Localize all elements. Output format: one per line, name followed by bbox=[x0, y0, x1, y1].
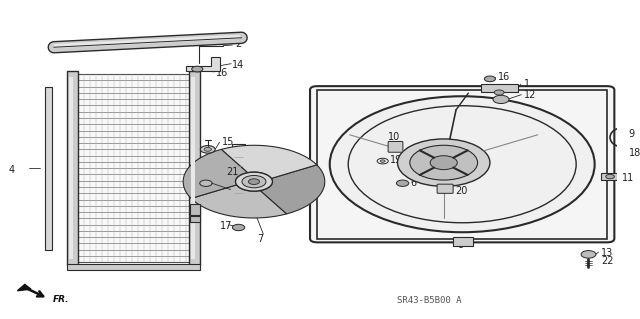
Bar bbox=[189, 71, 200, 265]
Bar bbox=[67, 264, 200, 270]
Circle shape bbox=[192, 66, 203, 72]
Bar bbox=[453, 237, 473, 247]
Text: 20: 20 bbox=[456, 186, 468, 196]
Circle shape bbox=[232, 224, 244, 231]
Text: 1: 1 bbox=[524, 79, 530, 89]
Polygon shape bbox=[260, 165, 325, 214]
Circle shape bbox=[248, 179, 259, 184]
Text: 4: 4 bbox=[9, 165, 15, 175]
Circle shape bbox=[396, 180, 409, 186]
Polygon shape bbox=[17, 285, 31, 291]
FancyBboxPatch shape bbox=[437, 184, 453, 193]
Bar bbox=[190, 216, 200, 222]
Polygon shape bbox=[221, 145, 317, 178]
Text: 14: 14 bbox=[232, 60, 244, 70]
Circle shape bbox=[620, 152, 631, 158]
Text: 11: 11 bbox=[621, 174, 634, 183]
FancyBboxPatch shape bbox=[388, 141, 403, 152]
Circle shape bbox=[204, 147, 211, 151]
Bar bbox=[190, 204, 200, 215]
Text: 3: 3 bbox=[152, 38, 159, 48]
Text: 9: 9 bbox=[628, 129, 635, 139]
Circle shape bbox=[605, 174, 614, 179]
Text: 12: 12 bbox=[524, 90, 536, 100]
Circle shape bbox=[410, 145, 477, 180]
Text: 10: 10 bbox=[388, 132, 401, 142]
Text: 2: 2 bbox=[236, 39, 242, 49]
Circle shape bbox=[236, 172, 273, 191]
Bar bbox=[191, 77, 195, 259]
Text: FR.: FR. bbox=[52, 295, 69, 304]
Bar bbox=[67, 71, 78, 265]
Polygon shape bbox=[183, 149, 248, 198]
Text: 19: 19 bbox=[390, 154, 403, 165]
Text: 21: 21 bbox=[227, 167, 239, 177]
Circle shape bbox=[380, 160, 385, 162]
Text: 15: 15 bbox=[222, 137, 234, 147]
Text: 13: 13 bbox=[601, 248, 613, 258]
Circle shape bbox=[581, 250, 596, 258]
Circle shape bbox=[330, 96, 595, 232]
Circle shape bbox=[200, 180, 212, 186]
Circle shape bbox=[484, 76, 495, 82]
Bar bbox=[317, 90, 607, 239]
Bar bbox=[601, 173, 618, 180]
Bar bbox=[481, 84, 518, 92]
Polygon shape bbox=[191, 185, 287, 218]
Circle shape bbox=[200, 145, 215, 153]
Text: 16: 16 bbox=[498, 72, 510, 82]
Text: 22: 22 bbox=[601, 256, 613, 266]
Text: 17: 17 bbox=[220, 221, 232, 231]
Text: 5: 5 bbox=[249, 172, 255, 182]
Circle shape bbox=[493, 95, 509, 104]
Polygon shape bbox=[186, 57, 220, 71]
Circle shape bbox=[397, 139, 490, 186]
Circle shape bbox=[242, 175, 266, 188]
Bar bbox=[72, 74, 193, 262]
FancyBboxPatch shape bbox=[310, 86, 614, 242]
Text: 6: 6 bbox=[410, 178, 416, 188]
Circle shape bbox=[494, 90, 504, 95]
Bar bbox=[69, 77, 73, 259]
Text: SR43-B5B00 A: SR43-B5B00 A bbox=[397, 296, 462, 305]
Bar bbox=[45, 87, 52, 250]
Bar bbox=[232, 144, 244, 199]
Text: 8: 8 bbox=[457, 240, 463, 250]
Text: 18: 18 bbox=[628, 148, 640, 158]
Circle shape bbox=[430, 156, 457, 170]
Text: 16: 16 bbox=[216, 68, 228, 78]
Text: 7: 7 bbox=[257, 234, 263, 243]
